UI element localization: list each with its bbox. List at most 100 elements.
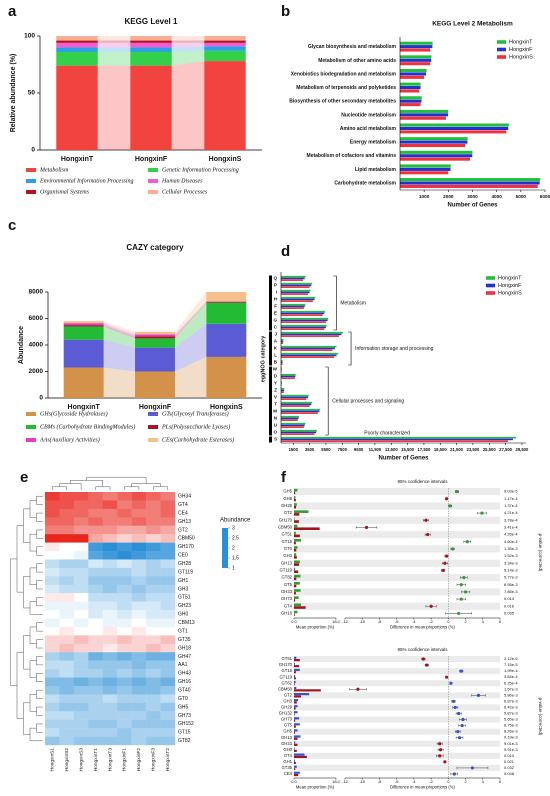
bar bbox=[400, 72, 427, 76]
bar bbox=[400, 41, 433, 45]
row-label: GH3 bbox=[178, 586, 189, 592]
heatmap-cell bbox=[88, 660, 103, 670]
bar bbox=[281, 321, 326, 323]
bar bbox=[281, 387, 285, 390]
category-label: GH0 bbox=[283, 747, 292, 752]
heatmap-cell bbox=[160, 677, 176, 687]
x-tick-label: 19,500 bbox=[434, 447, 447, 452]
bar bbox=[294, 574, 301, 578]
p-value: 0.048 bbox=[504, 771, 515, 776]
heatmap-cell bbox=[117, 508, 132, 518]
heatmap-cell bbox=[88, 492, 103, 501]
p-value: 0.032 bbox=[504, 765, 515, 770]
bar bbox=[281, 361, 283, 364]
row-label: GH23 bbox=[178, 603, 191, 609]
heatmap-cell bbox=[59, 559, 75, 569]
bar bbox=[294, 546, 298, 549]
p-value: 2.12e-6 bbox=[504, 656, 518, 661]
x-tick-label: 2000 bbox=[443, 194, 454, 199]
x2-tick-label: -4 bbox=[412, 779, 416, 784]
x-tick-label: 7500 bbox=[338, 447, 348, 452]
heatmap-cell bbox=[45, 517, 60, 526]
bar bbox=[281, 356, 335, 358]
category-label: GH23 bbox=[281, 741, 293, 746]
heatmap-cell bbox=[146, 584, 161, 594]
heatmap-cell bbox=[73, 567, 89, 577]
category-label: CE4 bbox=[284, 771, 293, 776]
bar-segment bbox=[130, 40, 172, 43]
heatmap-cell bbox=[131, 626, 147, 636]
heatmap-cell bbox=[73, 685, 89, 695]
heatmap-cell bbox=[160, 635, 176, 644]
group-label: Metabolism bbox=[340, 300, 366, 306]
category-label: GT119 bbox=[280, 674, 293, 679]
row-label: GH34 bbox=[178, 494, 191, 500]
bar bbox=[294, 680, 296, 684]
bar bbox=[400, 58, 432, 62]
row-label: GH1 bbox=[178, 578, 189, 584]
heatmap-cell bbox=[88, 551, 103, 560]
heatmap-cell bbox=[45, 534, 60, 543]
dendrogram-branch bbox=[86, 476, 147, 484]
category-label: O bbox=[273, 430, 277, 435]
legend-label: Environmental Information Processing bbox=[39, 177, 134, 184]
heatmap-cell bbox=[102, 728, 118, 737]
x-tick-label: 3500 bbox=[305, 447, 315, 452]
x-tick-label: HongxinT bbox=[68, 404, 101, 411]
heatmap-cell bbox=[102, 534, 118, 543]
bar bbox=[400, 96, 422, 100]
p-value: 0.010 bbox=[504, 753, 515, 758]
heatmap-cell bbox=[59, 576, 75, 585]
heatmap-cell bbox=[59, 517, 75, 526]
bar bbox=[281, 408, 321, 411]
bar bbox=[400, 126, 509, 130]
heatmap-cell bbox=[117, 660, 132, 670]
difference-point bbox=[445, 554, 449, 558]
heatmap-cell bbox=[102, 685, 118, 695]
flow-band bbox=[103, 321, 136, 335]
bar bbox=[281, 370, 282, 372]
bar bbox=[294, 527, 320, 530]
heatmap-cell bbox=[59, 702, 75, 712]
heatmap-cell bbox=[146, 618, 161, 628]
bar bbox=[281, 391, 284, 393]
heatmap-cell bbox=[102, 576, 118, 585]
column-label: HongxinF2 bbox=[136, 748, 142, 772]
difference-point bbox=[457, 736, 462, 740]
legend-swatch bbox=[26, 425, 36, 429]
category-label: Biosynthesis of other secondary metaboli… bbox=[289, 99, 396, 105]
legend-swatch bbox=[148, 425, 158, 429]
difference-point bbox=[453, 705, 457, 710]
heatmap-cell bbox=[59, 542, 75, 552]
difference-point bbox=[455, 489, 459, 494]
heatmap-cell bbox=[73, 508, 89, 518]
heatmap-cell bbox=[160, 576, 176, 585]
bar bbox=[281, 293, 308, 295]
bar bbox=[294, 767, 296, 771]
heatmap-cell bbox=[45, 576, 60, 585]
heatmap-cell bbox=[131, 559, 147, 569]
heatmap-cell bbox=[88, 669, 103, 678]
bar bbox=[294, 531, 296, 535]
category-label: F bbox=[274, 304, 277, 309]
x2-axis-label: Difference in mean proportions (%) bbox=[390, 625, 455, 630]
legend-label: GHs(Glycoside Hydrolases) bbox=[40, 410, 108, 417]
dendrogram-branch bbox=[36, 529, 43, 539]
legend-swatch bbox=[26, 190, 36, 194]
heatmap-cell bbox=[59, 660, 75, 670]
bar bbox=[294, 735, 301, 738]
heatmap-cell bbox=[131, 719, 147, 729]
category-label: I bbox=[276, 290, 277, 295]
bar bbox=[294, 603, 301, 607]
p-value: 5.77e-3 bbox=[504, 575, 518, 580]
heatmap-cell bbox=[102, 677, 118, 687]
heatmap-cell bbox=[45, 660, 60, 670]
bar bbox=[294, 677, 296, 680]
legend-label: PLs(Polysaccharide Lyases) bbox=[161, 423, 230, 430]
heatmap-cell bbox=[102, 711, 118, 720]
category-label: Glycan biosynthesis and metabolism bbox=[308, 44, 397, 50]
difference-point bbox=[465, 540, 469, 544]
bar-segment bbox=[63, 321, 104, 324]
row-band bbox=[294, 502, 500, 510]
p-value: 1.52e-3 bbox=[504, 553, 518, 558]
